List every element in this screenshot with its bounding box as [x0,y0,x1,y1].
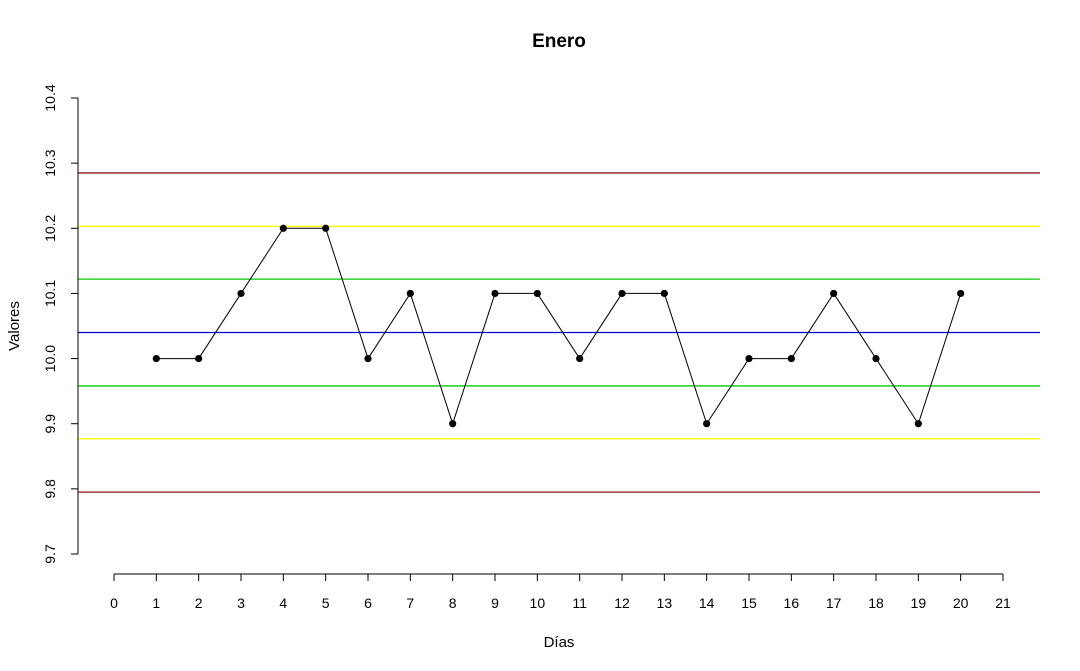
y-axis: 9.7 9.8 9.9 10.0 10.1 10.2 10.3 10.4 [42,84,79,564]
x-tick-label: 20 [953,595,969,611]
series-line [156,227,962,426]
data-point [703,420,711,428]
x-tick-label: 12 [614,595,630,611]
y-tick-label: 9.7 [42,544,58,564]
data-point [830,289,838,298]
x-tick-label: 9 [491,595,499,611]
x-tick-label: 10 [530,595,546,611]
data-point [914,420,922,428]
x-tick-label: 6 [364,595,372,611]
data-point [237,289,245,298]
data-point [449,420,457,428]
data-point [279,224,287,232]
y-tick-label: 10.0 [42,345,58,372]
chart-title: Enero [532,31,586,52]
x-tick-label: 14 [699,595,715,611]
x-tick-label: 16 [784,595,800,611]
data-point [152,354,160,363]
data-point [406,289,414,298]
x-tick-label: 4 [279,595,287,611]
x-tick-label: 5 [322,595,330,611]
x-axis: 0 1 2 3 4 5 6 7 8 9 10 11 12 13 14 15 16 17 18 19 20 21 [110,573,1011,611]
x-tick-label: 15 [741,595,757,611]
y-tick-label: 9.8 [42,479,58,499]
data-point [660,289,668,298]
data-point [195,354,203,363]
x-tick-label: 18 [868,595,884,611]
data-point [322,224,330,232]
data-point [491,289,499,298]
x-tick-label: 8 [449,595,457,611]
x-axis-label: Días [544,634,575,651]
y-axis-label: Valores [6,301,23,351]
y-tick-label: 10.2 [42,214,58,241]
data-point [533,289,541,298]
data-point [957,289,965,298]
x-tick-label: 2 [195,595,203,611]
x-tick-label: 17 [826,595,842,611]
x-tick-label: 7 [406,595,414,611]
x-tick-label: 3 [237,595,245,611]
reference-lines [78,172,1040,493]
x-tick-label: 1 [152,595,160,611]
data-point [745,354,753,363]
data-point [618,289,626,298]
x-tick-label: 13 [657,595,673,611]
y-tick-label: 10.4 [42,84,58,111]
data-point [364,354,372,363]
data-point [576,354,584,363]
data-series [152,224,965,428]
y-tick-label: 10.1 [42,280,58,307]
x-tick-label: 0 [110,595,118,611]
data-point [872,354,880,363]
x-tick-label: 21 [995,595,1011,611]
x-tick-label: 11 [572,595,587,611]
x-tick-label: 19 [911,595,927,611]
data-point [787,354,795,363]
y-tick-label: 9.9 [42,414,58,434]
y-tick-label: 10.3 [42,149,58,176]
